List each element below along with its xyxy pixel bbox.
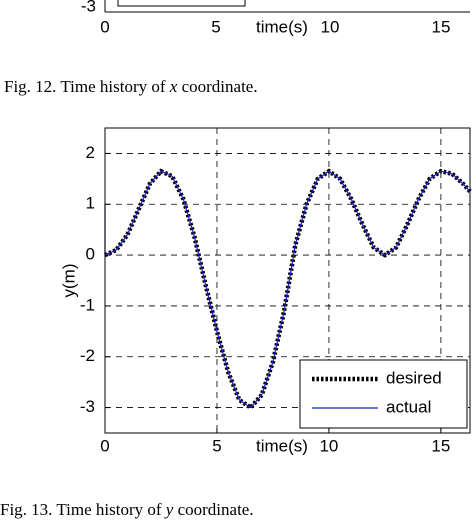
prev-x-tick: 15 [432,17,451,36]
y-tick-label: 1 [86,194,95,213]
prev-legend [117,0,246,7]
caption: Fig. 13. Time history of y coordinate. [0,500,254,519]
y-tick-label: -2 [80,346,95,365]
caption: Fig. 12. Time history of x coordinate. [4,77,258,96]
legend-label: actual [386,397,431,416]
axes-frame [104,127,471,434]
prev-x-tick: 10 [321,17,340,36]
y-tick-label: -3 [80,397,95,416]
prev-y-tick: -3 [81,0,96,15]
line-series [104,170,471,409]
y-axis-label: y(m) [59,264,78,298]
prev-x-tick: 0 [100,17,109,36]
x-tick-label: 15 [431,436,450,455]
y-tick-label: 0 [86,245,95,264]
legend [299,359,468,429]
prev-x-tick: 5 [211,17,220,36]
x-tick-label: 5 [212,436,221,455]
prev-x-label: time(s) [256,17,308,36]
x-tick-label: 10 [319,436,338,455]
legend-label: desired [386,368,442,387]
x-tick-label: 0 [100,436,109,455]
x-axis-label: time(s) [256,436,308,455]
plot: -3 -2 -1 0 1 2 0 5 10 15 time(s) y(m) desired actual [59,127,472,455]
y-tick-label: 2 [86,143,95,162]
y-tick-label: -1 [80,295,95,314]
